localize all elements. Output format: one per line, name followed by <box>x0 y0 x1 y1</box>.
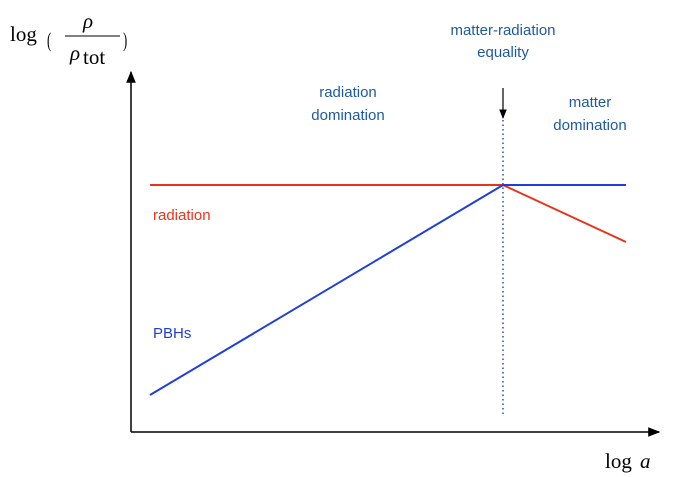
era-label: radiation <box>319 84 377 101</box>
y-label-num: ρ <box>82 9 93 33</box>
y-label-func: log <box>10 22 37 46</box>
pbh-curve <box>149 184 626 396</box>
curve-label: radiation <box>153 207 211 224</box>
curve-label: PBHs <box>153 325 191 342</box>
era-label: domination <box>311 107 384 124</box>
y-label-sub: tot <box>83 45 105 69</box>
equality-label: equality <box>477 44 529 61</box>
era-label: domination <box>553 117 626 134</box>
x-label-var: a <box>640 449 651 473</box>
paren-left: ( <box>47 29 51 52</box>
era-label: matter <box>569 94 612 111</box>
x-label-func: log <box>605 449 632 473</box>
equality-label: matter-radiation <box>450 22 555 39</box>
paren-right: ) <box>123 29 127 52</box>
radiation-curve <box>150 184 627 243</box>
y-label-den: ρ <box>69 41 80 65</box>
